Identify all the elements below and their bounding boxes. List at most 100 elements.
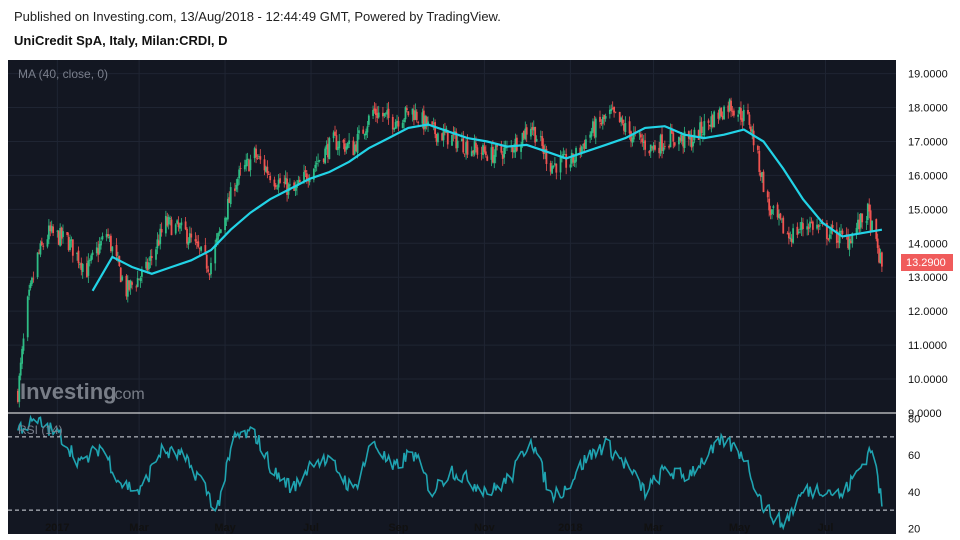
candle-body: [219, 229, 222, 233]
candle-body: [322, 158, 325, 163]
candle-body: [393, 128, 396, 130]
candle-body: [194, 239, 197, 242]
candle-body: [328, 138, 331, 160]
candle-body: [108, 236, 111, 239]
candle-body: [756, 145, 759, 150]
rsi-tick-label: 40: [908, 487, 920, 499]
candle-body: [652, 145, 655, 150]
candle-body: [28, 289, 31, 296]
candle-body: [91, 252, 94, 256]
candle-body: [613, 106, 615, 113]
candle-body: [614, 111, 617, 113]
candle-body: [658, 147, 661, 154]
candle-body: [36, 252, 39, 278]
candle-body: [136, 278, 139, 287]
candle-body: [111, 246, 114, 252]
candle-body: [472, 150, 475, 153]
candle-body: [177, 222, 180, 228]
candle-body: [46, 239, 49, 247]
candle-body: [570, 152, 573, 164]
candle-body: [442, 130, 445, 141]
candle-body: [283, 181, 286, 184]
candle-body: [312, 168, 315, 180]
candle-body: [415, 111, 418, 121]
candle-body: [689, 136, 692, 140]
candle-body: [747, 109, 749, 114]
candle-body: [373, 108, 376, 111]
candle-body: [876, 238, 879, 248]
candle-body: [807, 227, 810, 229]
candle-body: [215, 238, 218, 243]
candle-body: [766, 191, 769, 198]
candle-body: [847, 235, 849, 248]
rsi-level-lines: [8, 436, 896, 511]
candle-body: [155, 249, 157, 260]
candle-body: [297, 180, 300, 185]
candle-body: [522, 131, 525, 139]
y-tick-label: 12.0000: [908, 306, 948, 318]
y-tick-label: 18.0000: [908, 103, 948, 115]
candle-body: [367, 115, 370, 125]
candle-body: [234, 188, 236, 191]
candle-body: [711, 115, 714, 128]
x-tick-label: 2018: [558, 522, 582, 534]
candle-body: [778, 214, 780, 219]
candle-body: [484, 151, 487, 156]
candle-body: [164, 215, 167, 234]
candle-body: [762, 171, 765, 193]
candle-body: [135, 286, 138, 288]
candle-body: [353, 144, 356, 154]
candle-body: [697, 130, 700, 140]
candle-body: [170, 219, 173, 236]
candle-body: [620, 117, 623, 122]
candle-body: [47, 225, 50, 240]
candle-body: [881, 252, 883, 267]
candle-body: [524, 128, 527, 140]
candle-body: [289, 184, 291, 186]
candle-body: [828, 234, 831, 239]
candle-body: [59, 228, 62, 246]
candle-body: [256, 157, 259, 159]
candle-body: [500, 145, 503, 153]
candle-body: [284, 177, 287, 185]
candle-body: [169, 218, 171, 219]
y-tick-label: 10.0000: [908, 374, 948, 386]
x-tick-label: Jul: [818, 522, 834, 534]
candle-body: [682, 135, 685, 147]
candle-body: [604, 116, 607, 119]
candle-body: [19, 362, 22, 376]
candle-body: [817, 225, 820, 228]
candle-body: [190, 233, 193, 238]
candle-body: [307, 180, 310, 182]
candle-body: [841, 230, 844, 235]
candle-body: [32, 278, 35, 280]
candle-body: [358, 130, 360, 134]
candle-body: [701, 133, 704, 135]
candle-body: [100, 241, 102, 246]
candle-body: [589, 134, 592, 138]
candle-body: [121, 276, 124, 281]
axes: 2017 Mar May Jul Sep Nov 2018 Mar May Jul 19.0000 1…: [45, 69, 948, 536]
candle-body: [659, 135, 662, 154]
candle-body: [42, 245, 45, 247]
candle-body: [816, 224, 818, 229]
x-tick-label: Nov: [474, 522, 496, 534]
x-tick-label: Jul: [303, 522, 319, 534]
candle-body: [789, 237, 792, 239]
candle-body: [493, 154, 496, 164]
candle-body: [411, 108, 414, 115]
candle-body: [348, 140, 351, 144]
candle-body: [129, 280, 132, 288]
candle-body: [780, 218, 783, 220]
symbol-title: UniCredit SpA, Italy, Milan:CRDI, D: [14, 33, 228, 48]
candle-body: [60, 227, 63, 239]
candle-body: [541, 136, 544, 147]
candle-body: [205, 254, 208, 269]
candle-body: [40, 241, 43, 245]
candle-body: [857, 219, 859, 230]
candle-body: [748, 114, 751, 125]
candle-body: [482, 145, 484, 156]
candle-body: [149, 255, 152, 261]
candle-body: [771, 209, 773, 214]
